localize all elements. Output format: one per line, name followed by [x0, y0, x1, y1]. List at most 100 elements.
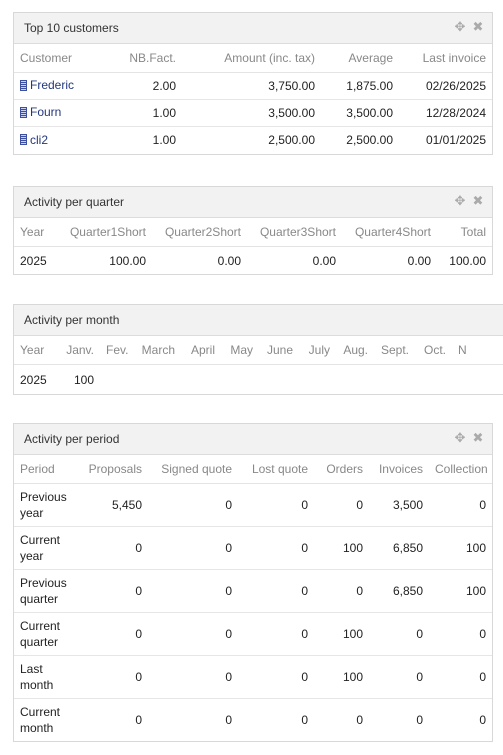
- signed-cell: 0: [148, 569, 238, 613]
- collection-cell: 0: [429, 655, 492, 699]
- lost-cell: 0: [238, 569, 314, 613]
- quarter-box: Activity per quarter ✥ ✖ Year Quarter1Sh…: [13, 186, 493, 275]
- period-box: Activity per period ✥ ✖ Period Proposals…: [13, 423, 493, 742]
- q4-cell: 0.00: [407, 253, 431, 268]
- top-customers-table: Customer NB.Fact. Amount (inc. tax) Aver…: [14, 44, 492, 154]
- period-cell: Current year: [14, 526, 78, 570]
- nb-fact-cell: 1.00: [98, 99, 182, 127]
- col-lost-quote: Lost quote: [238, 455, 314, 484]
- period-cell: Current quarter: [14, 612, 78, 656]
- quarter-table: Year Quarter1Short Quarter2Short Quarter…: [14, 218, 492, 274]
- orders-cell: 100: [314, 612, 369, 656]
- col-apr: April: [181, 336, 221, 365]
- amount-cell: 3,750.00: [182, 72, 321, 100]
- col-average[interactable]: Average: [321, 44, 399, 73]
- orders-cell: 100: [314, 526, 369, 570]
- orders-cell: 0: [314, 483, 369, 527]
- col-jun: June: [259, 336, 299, 365]
- col-q3: Quarter3Short: [247, 218, 342, 247]
- nb-fact-cell: 1.00: [152, 133, 176, 148]
- table-row: Previous year 5,450 0 0 0 3,500 0: [14, 483, 492, 527]
- col-total: Total: [437, 218, 492, 247]
- amount-cell: 2,500.00: [268, 133, 315, 148]
- move-icon[interactable]: ✥: [454, 193, 466, 208]
- close-icon[interactable]: ✖: [472, 193, 484, 208]
- move-icon[interactable]: ✥: [454, 19, 466, 34]
- quarter-header: Activity per quarter ✥ ✖: [14, 187, 492, 218]
- col-year: Year: [14, 336, 58, 365]
- invoices-cell: 0: [369, 612, 429, 656]
- col-signed-quote: Signed quote: [148, 455, 238, 484]
- invoices-cell: 6,850: [369, 569, 429, 613]
- col-orders: Orders: [314, 455, 369, 484]
- col-may: May: [221, 336, 259, 365]
- col-last-invoice[interactable]: Last invoice: [399, 44, 492, 73]
- proposals-cell: 0: [78, 655, 148, 699]
- top-customers-box: Top 10 customers ✥ ✖ Customer NB.Fact. A…: [13, 12, 493, 155]
- table-row: 2025 100.00 0.00 0.00 0.00 100.00: [14, 247, 492, 275]
- table-row: Fourn 1.00 3,500.00 3,500.00 12/28/2024: [14, 99, 492, 127]
- proposals-cell: 0: [78, 612, 148, 656]
- col-jul: July: [299, 336, 336, 365]
- col-nb-fact[interactable]: NB.Fact.: [98, 44, 182, 73]
- col-sep: Sept.: [374, 336, 415, 365]
- building-icon: [20, 79, 27, 91]
- collection-cell: 0: [479, 713, 486, 727]
- col-collection: Collection: [429, 455, 492, 484]
- col-q1: Quarter1Short: [58, 218, 152, 247]
- orders-cell: 0: [314, 569, 369, 613]
- table-row: Current year 0 0 0 100 6,850 100: [14, 526, 492, 570]
- col-amount[interactable]: Amount (inc. tax): [182, 44, 321, 73]
- signed-cell: 0: [148, 483, 238, 527]
- orders-cell: 0: [356, 713, 363, 727]
- nb-fact-cell: 2.00: [98, 72, 182, 100]
- average-cell: 3,500.00: [321, 99, 399, 127]
- col-q4: Quarter4Short: [342, 218, 437, 247]
- col-year: Year: [14, 218, 58, 247]
- collection-cell: 100: [429, 526, 492, 570]
- collection-cell: 0: [429, 483, 492, 527]
- customer-link[interactable]: Fourn: [20, 105, 61, 119]
- lost-cell: 0: [238, 655, 314, 699]
- collection-cell: 100: [429, 569, 492, 613]
- col-oct: Oct.: [415, 336, 452, 365]
- total-cell: 100.00: [449, 253, 486, 268]
- invoices-cell: 0: [416, 713, 423, 727]
- period-cell: Last month: [14, 655, 78, 699]
- year-cell: 2025: [20, 372, 47, 387]
- signed-cell: 0: [225, 713, 232, 727]
- move-icon[interactable]: ✥: [454, 430, 466, 445]
- period-table: Period Proposals Signed quote Lost quote…: [14, 455, 492, 741]
- month-table: Year Janv. Fev. March April May June Jul…: [14, 336, 503, 394]
- col-aug: Aug.: [336, 336, 374, 365]
- close-icon[interactable]: ✖: [472, 19, 484, 34]
- proposals-cell: 0: [78, 526, 148, 570]
- building-icon: [20, 134, 27, 145]
- lost-cell: 0: [301, 713, 308, 727]
- period-cell: Previous year: [14, 483, 78, 527]
- top-customers-header: Top 10 customers ✥ ✖: [14, 13, 492, 44]
- average-cell: 1,875.00: [321, 72, 399, 100]
- last-invoice-cell: 12/28/2024: [399, 99, 492, 127]
- col-period: Period: [14, 455, 78, 484]
- period-header: Activity per period ✥ ✖: [14, 424, 492, 455]
- month-title: Activity per month: [24, 313, 120, 327]
- customer-link[interactable]: cli2: [20, 133, 48, 147]
- period-cell: Previous quarter: [14, 569, 78, 613]
- month-header: Activity per month: [14, 305, 503, 336]
- lost-cell: 0: [238, 612, 314, 656]
- customer-name: Fourn: [30, 105, 62, 120]
- q3-cell: 0.00: [312, 253, 336, 268]
- customer-link[interactable]: Frederic: [20, 78, 74, 92]
- table-row: Current month 0 0 0 0 0 0: [14, 699, 492, 742]
- col-customer[interactable]: Customer: [14, 44, 98, 73]
- col-invoices: Invoices: [369, 455, 429, 484]
- invoices-cell: 0: [369, 655, 429, 699]
- period-cell: Current month: [20, 705, 61, 735]
- close-icon[interactable]: ✖: [472, 430, 484, 445]
- col-q2: Quarter2Short: [152, 218, 247, 247]
- customer-name: cli2: [30, 132, 49, 147]
- period-title: Activity per period: [24, 432, 120, 446]
- table-row: cli2 1.00 2,500.00 2,500.00 01/01/2025: [14, 127, 492, 154]
- last-invoice-cell: 01/01/2025: [425, 133, 486, 148]
